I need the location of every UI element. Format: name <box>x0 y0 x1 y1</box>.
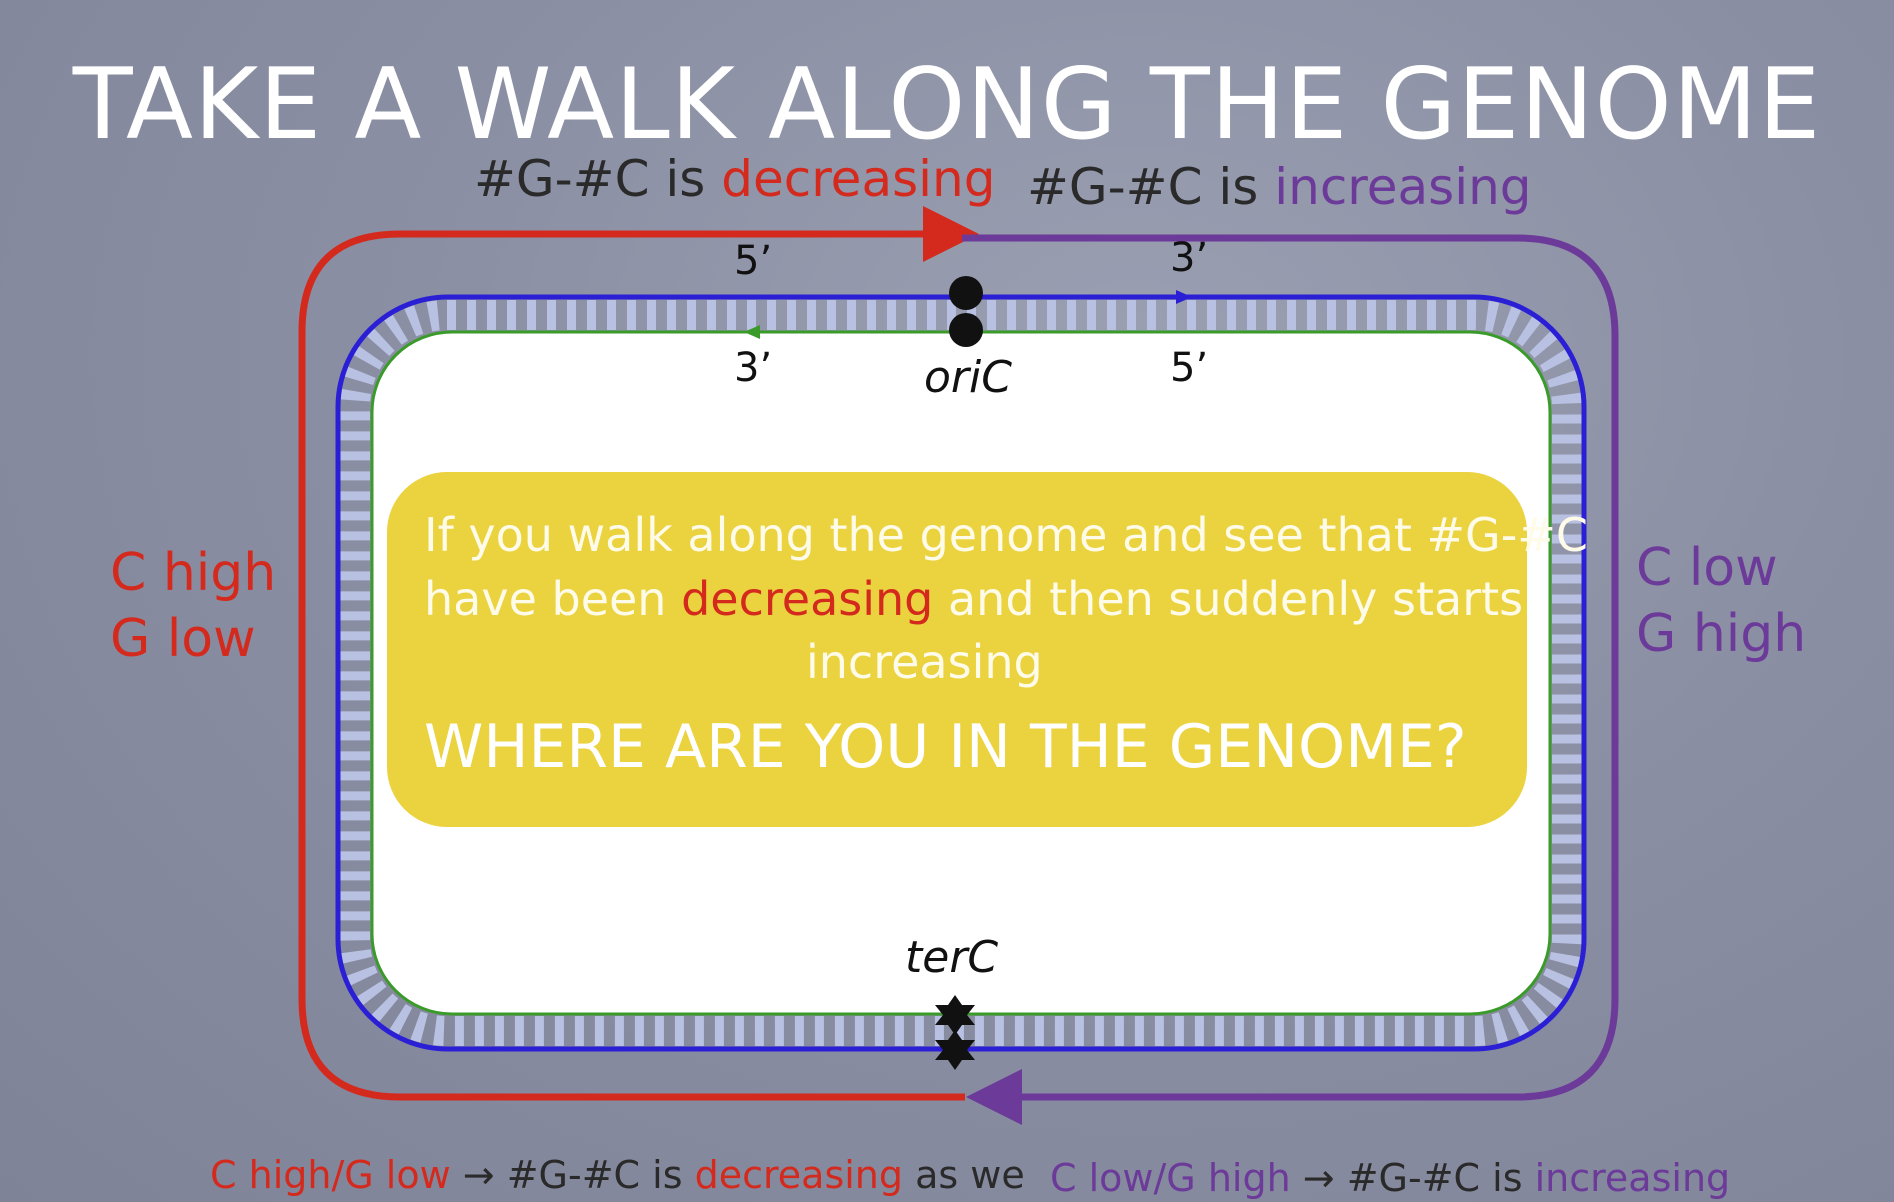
increasing-walk-arrow <box>962 234 1619 1125</box>
left-trend-prefix: #G-#C is <box>474 150 706 208</box>
outer-strand-direction-arrow <box>1176 290 1192 304</box>
left-trend-emphasis: decreasing <box>721 150 996 208</box>
ori-dot-top <box>949 276 983 310</box>
ter-star-top <box>935 995 975 1035</box>
question-line2: have been decreasing and then suddenly s… <box>424 572 1523 626</box>
bottom-right-part2: → #G-#C is <box>1302 1156 1523 1200</box>
question-line3: increasing <box>806 635 1043 689</box>
bottom-left-part1: C high/G low <box>210 1153 451 1197</box>
left-composition-line2: G low <box>110 609 256 669</box>
outer-strand-5prime: 5’ <box>734 238 773 284</box>
inner-strand-3prime: 3’ <box>734 345 773 391</box>
ter-star-bottom <box>935 1030 975 1070</box>
outer-strand-3prime: 3’ <box>1170 235 1209 281</box>
bottom-left-caption: C high/G low → #G-#C is decreasing as we <box>210 1153 1025 1197</box>
page-title: TAKE A WALK ALONG THE GENOME <box>72 48 1822 162</box>
inner-strand-direction-arrow <box>744 325 760 339</box>
inner-strand-5prime: 5’ <box>1170 345 1209 391</box>
question-line2-suffix: and then suddenly starts <box>947 572 1524 626</box>
bottom-right-caption: C low/G high → #G-#C is increasing <box>1050 1156 1730 1200</box>
bottom-right-part3: increasing <box>1534 1156 1731 1200</box>
right-composition-line1: C low <box>1636 538 1778 598</box>
bottom-right-part1: C low/G high <box>1050 1156 1291 1200</box>
bottom-left-part3: decreasing <box>694 1153 904 1197</box>
bottom-left-part4: as we <box>915 1153 1025 1197</box>
left-composition-label: C high G low <box>110 540 276 672</box>
question-line2-emphasis: decreasing <box>681 572 934 626</box>
question-line4: WHERE ARE YOU IN THE GENOME? <box>424 712 1467 782</box>
question-line1: If you walk along the genome and see tha… <box>424 508 1588 562</box>
right-composition-label: C low G high <box>1636 535 1806 667</box>
left-trend-label: #G-#C is decreasing <box>474 150 995 208</box>
left-composition-line1: C high <box>110 543 277 603</box>
right-trend-emphasis: increasing <box>1274 158 1532 216</box>
decreasing-walk-arrow <box>298 206 979 1101</box>
base-pair-stripes <box>340 300 1582 1046</box>
bottom-left-part2: → #G-#C is <box>462 1153 683 1197</box>
right-trend-label: #G-#C is increasing <box>1027 158 1532 216</box>
right-composition-line2: G high <box>1636 604 1807 664</box>
origin-label: oriC <box>924 352 1012 403</box>
terminus-label: terC <box>905 932 999 983</box>
ori-dot-bottom <box>949 313 983 347</box>
right-trend-prefix: #G-#C is <box>1027 158 1259 216</box>
question-box: If you walk along the genome and see tha… <box>387 472 1588 827</box>
question-line2-prefix: have been <box>424 572 667 626</box>
